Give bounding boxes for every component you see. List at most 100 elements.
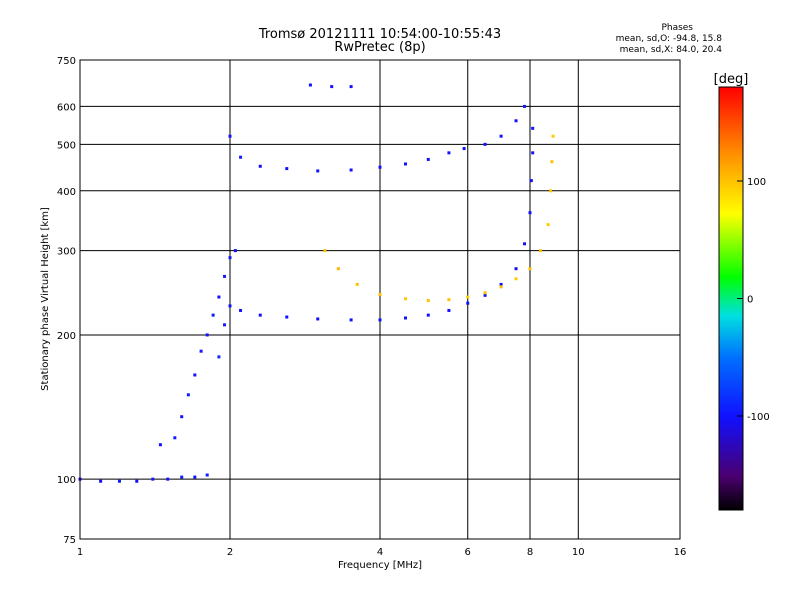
scatter-point [239,308,243,312]
scatter-point [323,249,327,253]
scatter-point [528,267,532,271]
scatter-point [308,83,312,87]
scatter-point [499,282,503,286]
scatter-point [355,282,359,286]
scatter-point [551,134,555,138]
phases-stats-o-mode: mean, sd,O: -94.8, 15.8 [615,34,722,44]
scatter-point [316,169,320,173]
scatter-point [499,285,503,289]
scatter-point [447,298,451,302]
scatter-point [228,256,232,260]
scatter-point [205,473,209,477]
scatter-point [447,151,451,155]
y-tick-label: 75 [63,535,76,546]
scatter-point [403,316,407,320]
colorbar-tick-label: 100 [747,177,766,188]
scatter-point [403,297,407,301]
scatter-point [228,304,232,308]
scatter-point [205,333,209,337]
scatter-point [523,242,527,246]
y-tick-label: 100 [57,475,76,486]
y-axis-label: Stationary phase Virtual Height [km] [40,207,51,391]
scatter-point [462,147,466,151]
scatter-point [336,267,340,271]
scatter-point [523,104,527,108]
x-tick-label: 4 [377,547,383,558]
scatter-point [239,155,243,159]
x-tick-label: 10 [572,547,585,558]
scatter-point [135,479,139,483]
scatter-point [180,415,184,419]
scatter-point [349,168,353,172]
scatter-point [550,160,554,164]
y-tick-label: 200 [57,331,76,342]
scatter-point [514,267,518,271]
x-tick-label: 16 [674,547,687,558]
scatter-point [514,277,518,281]
scatter-point [217,295,221,299]
y-tick-label: 500 [57,140,76,151]
scatter-point [285,167,289,171]
scatter-point [330,85,334,89]
phases-stats-x-mode: mean, sd,X: 84.0, 20.4 [619,45,722,55]
scatter-points [78,83,555,483]
x-tick-label: 2 [227,547,233,558]
scatter-point [99,479,103,483]
scatter-point [258,164,262,168]
scatter-point [117,479,121,483]
chart-title: Tromsø 20121111 10:54:00-10:55:43 [258,27,502,42]
y-tick-label: 400 [57,187,76,198]
chart-subtitle: RwPretec (8p) [334,40,426,55]
scatter-point [228,134,232,138]
scatter-point [217,355,221,359]
scatter-point [483,142,487,146]
scatter-point [258,313,262,317]
scatter-point [158,443,162,447]
colorbar-ticks: 100 0 -100 [737,177,770,423]
scatter-point [466,301,470,305]
scatter-point [528,211,532,215]
scatter-point [539,249,543,253]
scatter-point [193,373,197,377]
phases-stats-title: Phases [661,23,693,33]
plot-frame [79,59,681,540]
scatter-point [426,157,430,161]
scatter-point [378,292,382,296]
scatter-point [199,349,203,353]
scatter-point [233,249,237,253]
scatter-point [193,475,197,479]
colorbar-tick-label: -100 [747,412,770,423]
colorbar-tick-label: 0 [747,295,753,306]
y-tick-label: 600 [57,102,76,113]
y-tick-label: 750 [57,56,76,67]
scatter-point [173,436,177,440]
scatter-point [403,162,407,166]
x-axis-ticks: 1 2 4 6 8 10 16 [77,547,687,558]
scatter-point [166,477,170,481]
grid-lines [80,60,680,539]
scatter-point [529,179,533,183]
scatter-point [466,295,470,299]
scatter-point [426,313,430,317]
scatter-point [483,293,487,297]
y-axis-ticks: 75 100 200 300 400 500 600 750 [57,56,76,546]
scatter-point [483,291,487,295]
scatter-point [349,85,353,89]
x-tick-label: 1 [77,547,83,558]
scatter-point [531,151,535,155]
scatter-point [499,134,503,138]
scatter-point [316,317,320,321]
scatter-point [531,126,535,130]
y-tick-label: 300 [57,247,76,258]
scatter-point [151,477,155,481]
x-tick-label: 6 [465,547,471,558]
x-axis-label: Frequency [MHz] [338,560,422,571]
scatter-point [180,475,184,479]
colorbar-unit-label: [deg] [714,72,749,87]
scatter-point [223,274,227,278]
scatter-point [546,223,550,227]
scatter-point [223,323,227,327]
scatter-point [447,308,451,312]
scatter-point [426,299,430,303]
